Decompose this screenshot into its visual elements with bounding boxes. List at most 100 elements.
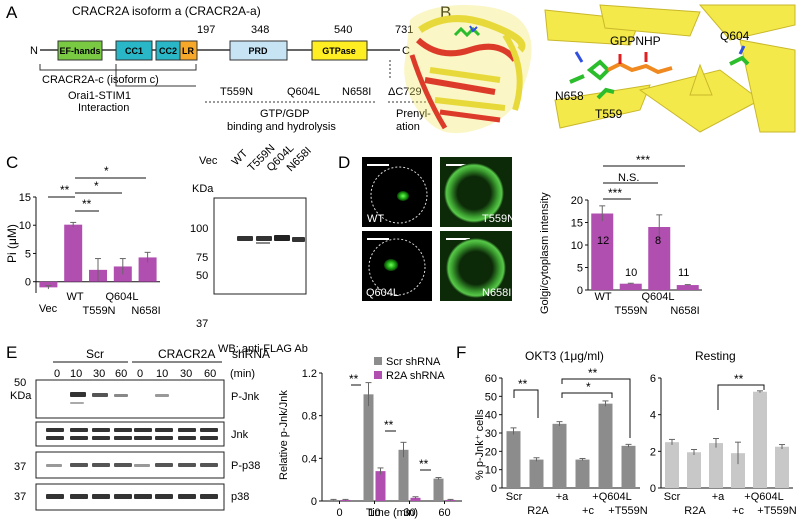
y-tick-label: 10	[19, 220, 31, 232]
e-sig-60: **	[419, 457, 429, 471]
y-tick-label: 1.2	[302, 368, 317, 380]
blot-jnk	[35, 421, 225, 447]
d-count-n658i: 11	[678, 267, 689, 279]
y-tick-label: 0.4	[302, 453, 317, 465]
f1-x-t559n: +T559N	[608, 505, 647, 517]
prenyl-label-1: Prenyl-	[396, 108, 431, 120]
y-tick-label: 60	[485, 373, 497, 385]
y-tick-label: 10	[571, 240, 583, 252]
c-sig-wt-t559n: **	[82, 197, 92, 211]
c-sig-wt-q604l: *	[94, 179, 99, 193]
bar	[39, 281, 58, 288]
bar	[598, 403, 613, 488]
d-x-wt: WT	[594, 291, 611, 303]
f1-sig-1: **	[518, 377, 528, 391]
c-sig-vec-wt: **	[60, 183, 70, 197]
f1-bracket-3	[561, 378, 631, 438]
e-time-60a: 60	[115, 368, 127, 380]
panel-a: A CRACR2A isoform a (CRACR2A-a) 197 348 …	[6, 3, 431, 133]
active-site-zoom	[544, 4, 796, 133]
f2-x-r2a: R2A	[684, 505, 706, 517]
mutant-dc729: ΔC729	[388, 86, 422, 98]
panel-f: F OKT3 (1μg/ml) Resting % p-Jnk⁺ cells 0…	[456, 343, 797, 517]
c-ylabel: Pi (μM)	[5, 224, 19, 263]
legend-swatch-r2a	[374, 371, 382, 379]
panel-letter-d: D	[338, 153, 350, 172]
blot-pjnk	[35, 379, 225, 419]
d-count-wt: 12	[597, 235, 609, 247]
isoform-c-bracket	[39, 64, 197, 71]
e-shrna: shRNA	[232, 347, 270, 361]
f1-bracket-2	[561, 392, 613, 398]
f-title-resting: Resting	[695, 349, 736, 363]
y-tick-label: 0	[311, 496, 317, 508]
c-x-q604l: Q604L	[105, 291, 138, 303]
pos-348: 348	[251, 24, 269, 36]
legend-r2a: R2A shRNA	[386, 370, 445, 382]
chart-f-resting: 0 2 4 6	[650, 373, 793, 495]
panel-letter-e: E	[6, 343, 17, 362]
mutant-q604l: Q604L	[287, 86, 320, 98]
x-tick-label: 30	[403, 507, 415, 519]
legend-swatch-scr	[374, 357, 382, 365]
micrograph-q604l: Q604L	[362, 231, 432, 301]
label-gppnhp: GPPNHP	[610, 34, 661, 48]
bar	[665, 442, 679, 488]
bar	[506, 431, 521, 488]
d-x-q604l: Q604L	[641, 291, 674, 303]
d-sig-1: ***	[636, 153, 650, 167]
domain-lr	[179, 40, 198, 61]
e-row-pp38: P-p38	[231, 460, 260, 472]
y-tick-label: 0.8	[302, 411, 317, 423]
f2-bracket-1	[717, 384, 765, 410]
chart-d: 0 5 10 15 20	[571, 195, 702, 297]
d-ylabel: Golgi/cytoplasm intensity	[539, 192, 551, 314]
bar	[619, 283, 642, 290]
domain-cc1-label: CC1	[125, 46, 143, 56]
d-count-q604l: 8	[655, 235, 661, 247]
f-title-okt3: OKT3 (1μg/ml)	[525, 349, 604, 363]
y-tick-label: 5	[577, 263, 583, 275]
domain-ef-hands-label: EF-hands	[59, 46, 100, 56]
panel-letter-f: F	[456, 343, 466, 362]
e-sig-30: **	[384, 418, 394, 432]
bar	[575, 459, 590, 488]
label-n658: N658	[555, 89, 584, 103]
cell-label-wt: WT	[367, 213, 384, 225]
c-x-t559n: T559N	[82, 305, 115, 317]
cell-label-t559n: T559N	[482, 213, 515, 225]
e-time-30b: 30	[180, 368, 192, 380]
f1-sig-3: **	[588, 366, 598, 380]
y-tick-label: 15	[19, 192, 31, 204]
blot-marker-100: 100	[190, 223, 208, 235]
pos-197: 197	[197, 24, 215, 36]
panel-letter-c: C	[6, 153, 18, 172]
e-time-30a: 30	[93, 368, 105, 380]
y-tick-label: 6	[650, 373, 656, 385]
f2-x-a: +a	[712, 491, 725, 503]
x-tick-label: 60	[438, 507, 450, 519]
x-tick-label: 10	[368, 507, 380, 519]
gtp-label-1: GTP/GDP	[260, 108, 310, 120]
e-group-scr: Scr	[86, 347, 104, 361]
c-x-vec: Vec	[39, 303, 58, 315]
bar	[648, 227, 671, 290]
domain-gtpase-label: GTPase	[322, 46, 356, 56]
protein-structure-overlay	[404, 5, 532, 134]
label-t559: T559	[595, 107, 623, 121]
e-ylabel: Relative p-Jnk/Jnk	[278, 390, 290, 480]
f-ylabel: % p-Jnk⁺ cells	[474, 409, 486, 480]
bar	[375, 471, 386, 501]
blot-pjnk-bands	[70, 392, 169, 404]
e-sig-10: **	[349, 372, 359, 386]
f1-sig-2: *	[586, 380, 591, 394]
bar	[591, 213, 614, 290]
blot-frame	[213, 197, 307, 295]
blot-band-t559n-minor	[256, 242, 270, 244]
bar	[529, 459, 544, 488]
isoform-c-label: CRACR2A-c (isoform c)	[42, 74, 159, 86]
e-row-p38: p38	[231, 491, 249, 503]
y-tick-label: 4	[650, 410, 656, 422]
blot-p38-bands	[46, 494, 218, 499]
x-tick-label: 0	[336, 507, 342, 519]
